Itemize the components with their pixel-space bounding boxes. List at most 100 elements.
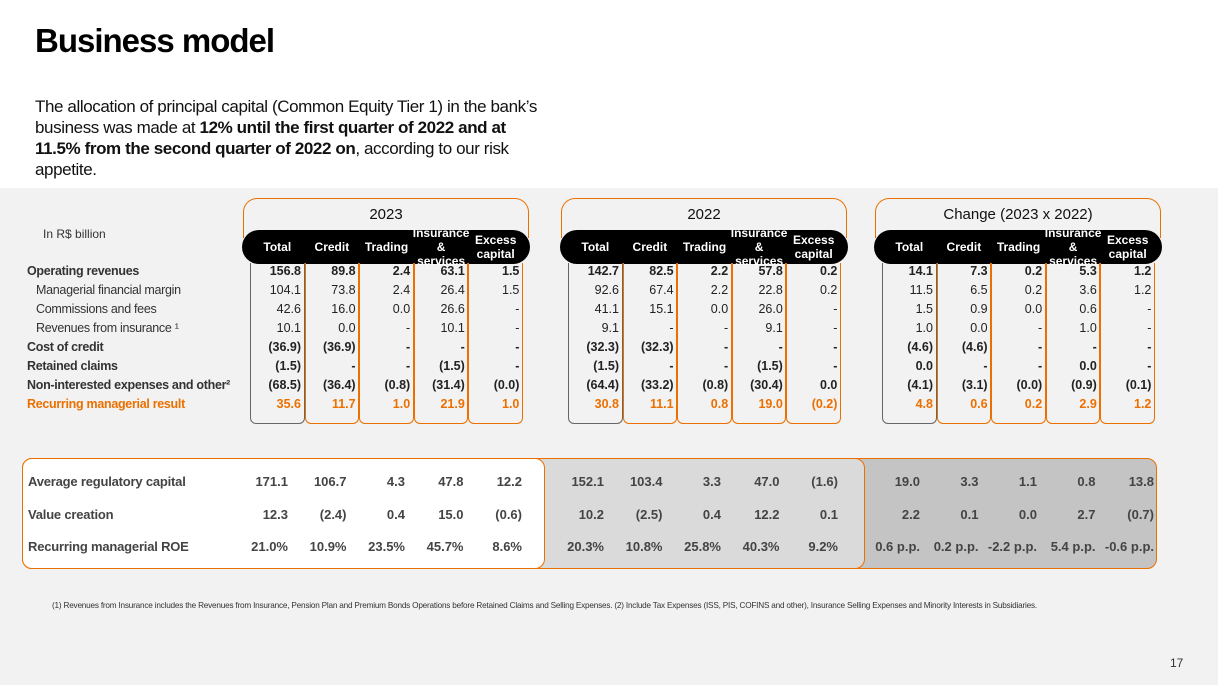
cell-value: 12.2 <box>496 474 522 489</box>
cell-value: 42.6 <box>276 302 301 316</box>
row-label: Non-interested expenses and other² <box>27 378 231 392</box>
group-title: 2023 <box>369 206 403 223</box>
cell-value: (0.8) <box>384 378 411 392</box>
cell-value: - <box>1038 340 1043 354</box>
group-box <box>243 198 529 238</box>
header-bar <box>874 230 1162 264</box>
cell-value: 10.8% <box>625 539 663 554</box>
cell-value: (0.6) <box>495 506 522 522</box>
header-bar <box>560 230 848 264</box>
cell-value: 19.0 <box>758 397 783 411</box>
column-box <box>622 263 678 424</box>
cell-value: - <box>515 340 520 354</box>
cell-value: 1.2 <box>1134 264 1152 278</box>
cell-value: (32.3) <box>640 340 674 354</box>
cell-value: 0.4 <box>386 506 405 522</box>
cell-value: 0.0 <box>915 359 933 373</box>
cell-value: 104.1 <box>269 283 301 297</box>
cell-value: - <box>724 340 729 354</box>
cell-value: 12.2 <box>754 506 780 522</box>
cell-value: - <box>724 321 729 335</box>
title: Business model <box>35 22 275 59</box>
group-box <box>875 198 1161 238</box>
cell-value: 67.4 <box>649 283 674 297</box>
cell-value: 21.0% <box>251 539 288 554</box>
cell-value: 1.5 <box>502 283 520 297</box>
cell-value: 0.2 <box>1024 397 1043 411</box>
cell-value: 41.1 <box>594 302 619 316</box>
cell-value: 1.0 <box>502 397 520 411</box>
cell-value: - <box>406 340 411 354</box>
cell-value: - <box>833 359 838 373</box>
cell-value: - <box>1092 340 1097 354</box>
cell-value: - <box>1147 340 1152 354</box>
column-header: Total <box>581 240 610 254</box>
cell-value: 142.7 <box>587 264 619 278</box>
cell-value: 1.5 <box>502 264 520 278</box>
column-header: Trading <box>682 240 727 254</box>
cell-value: 26.4 <box>440 283 465 297</box>
column-box <box>468 263 523 424</box>
cell-value: (1.5) <box>593 359 619 373</box>
cell-value: 156.8 <box>269 264 301 278</box>
cell-value: 0.2 p.p. <box>933 539 979 554</box>
cell-value: 73.8 <box>331 283 356 297</box>
cell-value: 10.2 <box>578 506 604 522</box>
cell-value: 0.1 <box>960 506 979 522</box>
cell-value: (1.5) <box>275 359 301 373</box>
cell-value: (33.2) <box>640 378 674 392</box>
cell-value: 0.4 <box>702 506 721 522</box>
cell-value: - <box>1147 321 1152 335</box>
cell-value: 82.5 <box>649 264 674 278</box>
cell-value: (0.1) <box>1125 378 1152 392</box>
cell-value: 0.0 <box>1024 302 1043 316</box>
cell-value: - <box>406 321 411 335</box>
cell-value: 0.8 <box>710 397 729 411</box>
cell-value: (31.4) <box>432 378 465 392</box>
column-header: Excess capital <box>475 233 517 261</box>
cell-value: 25.8% <box>684 539 721 554</box>
cell-value: 4.8 <box>915 397 933 411</box>
cell-value: (36.9) <box>268 340 301 354</box>
row-label: Recurring managerial ROE <box>28 539 189 554</box>
cell-value: 0.6 p.p. <box>875 539 920 554</box>
column-header: Total <box>263 240 292 254</box>
cell-value: 0.0 <box>1018 506 1037 522</box>
row-label: Average regulatory capital <box>28 474 186 489</box>
cell-value: 10.1 <box>440 321 465 335</box>
column-box <box>936 263 992 424</box>
cell-value: 5.4 p.p. <box>1050 539 1096 554</box>
cell-value: 22.8 <box>758 283 783 297</box>
cell-value: 1.1 <box>1018 474 1037 489</box>
cell-value: 5.3 <box>1079 264 1097 278</box>
bottom-box-2023 <box>22 458 545 569</box>
cell-value: 14.1 <box>908 264 933 278</box>
cell-value: (64.4) <box>586 378 619 392</box>
cell-value: - <box>983 359 988 373</box>
group-title: 2022 <box>687 206 721 223</box>
cell-value: 0.2 <box>820 264 838 278</box>
cell-value: 9.1 <box>765 321 783 335</box>
cell-value: 2.2 <box>710 283 729 297</box>
cell-value: 63.1 <box>440 264 465 278</box>
cell-value: 2.2 <box>710 264 729 278</box>
column-box <box>413 263 469 424</box>
column-box <box>677 263 732 424</box>
column-box <box>304 263 360 424</box>
cell-value: 21.9 <box>440 397 465 411</box>
cell-value: 35.6 <box>276 397 301 411</box>
cell-value: (4.6) <box>961 340 988 354</box>
cell-value: 1.2 <box>1134 397 1152 411</box>
cell-value: 0.2 <box>1024 264 1043 278</box>
cell-value: (36.9) <box>322 340 356 354</box>
cell-value: - <box>460 340 465 354</box>
cell-value: - <box>406 359 411 373</box>
column-box <box>991 263 1046 424</box>
cell-value: 0.9 <box>970 302 988 316</box>
column-box <box>731 263 787 424</box>
cell-value: 40.3% <box>742 539 780 554</box>
cell-value: (0.7) <box>1127 506 1154 522</box>
cell-value: (2.5) <box>635 506 663 522</box>
cell-value: 47.0 <box>754 474 780 489</box>
cell-value: - <box>515 359 520 373</box>
